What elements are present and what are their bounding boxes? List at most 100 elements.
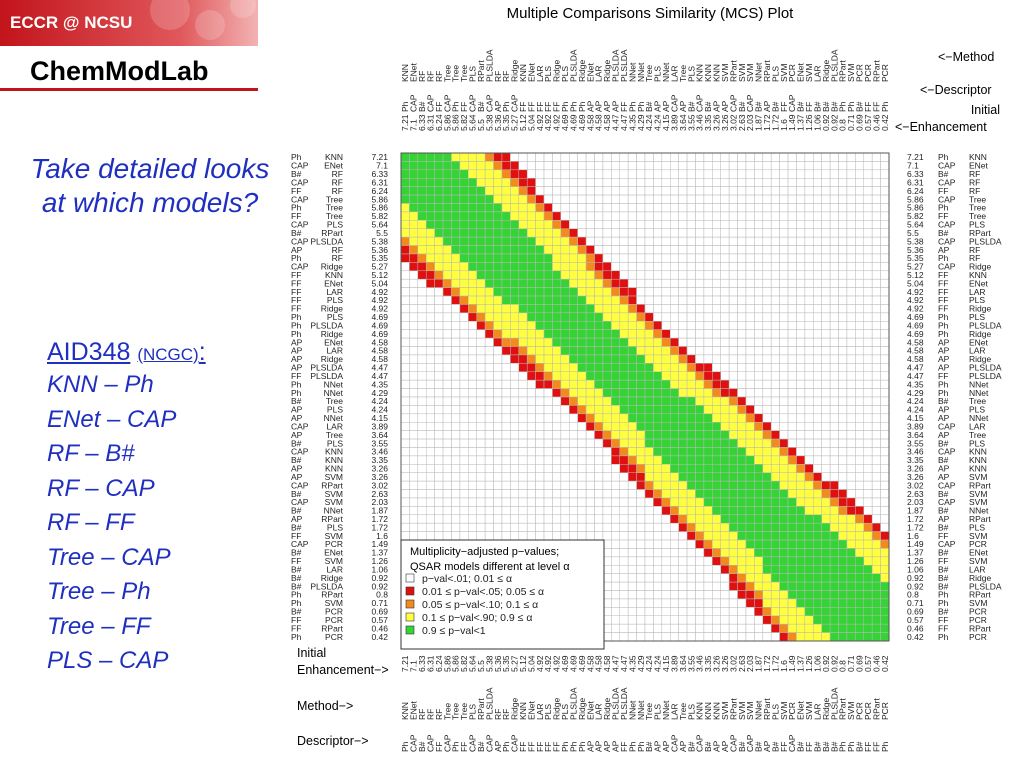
heatmap-cell	[880, 388, 890, 398]
heatmap-cell	[686, 455, 696, 465]
heatmap-cell	[417, 194, 427, 204]
heatmap-cell	[779, 573, 789, 583]
heatmap-cell	[737, 194, 747, 204]
bottom-enhancement-label: 4.69	[560, 655, 570, 672]
heatmap-cell	[636, 177, 646, 187]
heatmap-cell	[400, 245, 410, 255]
heatmap-cell	[451, 447, 461, 457]
heatmap-cell	[796, 304, 806, 314]
heatmap-cell	[686, 363, 696, 372]
heatmap-cell	[543, 447, 553, 457]
heatmap-cell	[552, 514, 562, 524]
heatmap-cell	[678, 539, 688, 549]
heatmap-cell	[476, 514, 486, 524]
heatmap-cell	[585, 236, 595, 246]
heatmap-cell	[855, 522, 865, 532]
heatmap-cell	[829, 590, 839, 600]
heatmap-cell	[678, 497, 688, 507]
heatmap-cell	[493, 354, 503, 364]
right-enhancement-label: 4.58	[907, 354, 924, 364]
heatmap-cell	[829, 455, 839, 465]
heatmap-cell	[880, 203, 890, 213]
heatmap-cell	[619, 371, 629, 381]
heatmap-cell	[644, 607, 654, 617]
heatmap-cell	[560, 186, 570, 196]
heatmap-cell	[526, 354, 536, 364]
heatmap-cell	[813, 581, 822, 591]
top-enhancement-label: 0.46	[871, 114, 881, 131]
heatmap-cell	[518, 497, 528, 507]
heatmap-cell	[459, 413, 469, 423]
heatmap-cell	[678, 489, 688, 499]
heatmap-cell	[535, 346, 545, 356]
heatmap-cell	[409, 245, 419, 255]
heatmap-cell	[484, 161, 494, 171]
heatmap-cell	[636, 253, 646, 263]
heatmap-cell	[863, 438, 873, 448]
heatmap-cell	[863, 161, 873, 171]
heatmap-cell	[745, 177, 755, 187]
heatmap-cell	[627, 253, 637, 263]
heatmap-cell	[737, 321, 747, 330]
legend-item-label: 0.05 ≤ p−val<.10; 0.1 ≤ α	[422, 599, 538, 611]
heatmap-cell	[855, 623, 865, 633]
heatmap-cell	[863, 489, 873, 499]
heatmap-cell	[653, 615, 663, 625]
heatmap-cell	[501, 421, 511, 431]
left-enhancement-label: 7.21	[371, 152, 388, 162]
heatmap-cell	[838, 447, 848, 457]
heatmap-cell	[484, 388, 494, 398]
heatmap-cell	[770, 253, 780, 263]
heatmap-cell	[417, 447, 427, 457]
heatmap-cell	[594, 152, 604, 162]
heatmap-cell	[762, 396, 772, 406]
heatmap-cell	[829, 169, 839, 179]
heatmap-cell	[695, 203, 705, 213]
heatmap-cell	[510, 194, 520, 204]
right-descriptor-label: Ph	[938, 632, 949, 642]
heatmap-cell	[653, 363, 663, 372]
heatmap-cell	[678, 548, 688, 558]
heatmap-cell	[552, 253, 562, 263]
heatmap-cell	[871, 295, 881, 305]
heatmap-cell	[409, 253, 419, 263]
heatmap-cell	[779, 447, 789, 457]
heatmap-cell	[627, 480, 637, 490]
heatmap-cell	[459, 421, 469, 431]
top-descriptor-label: Ph	[400, 101, 410, 112]
heatmap-cell	[695, 598, 705, 608]
heatmap-cell	[459, 371, 469, 381]
heatmap-cell	[602, 346, 612, 356]
heatmap-cell	[451, 396, 461, 406]
heatmap-cell	[838, 615, 848, 625]
heatmap-cell	[585, 447, 595, 457]
top-method-label: PCR	[787, 64, 797, 82]
right-enhancement-label: 4.69	[907, 312, 924, 322]
heatmap-cell	[838, 354, 848, 364]
heatmap-cell	[442, 152, 452, 162]
heatmap-cell	[813, 480, 822, 490]
heatmap-cell	[468, 363, 477, 372]
top-descriptor-label: Ph	[846, 101, 856, 112]
heatmap-cell	[796, 329, 806, 339]
heatmap-cell	[577, 194, 587, 204]
heatmap-cell	[594, 497, 604, 507]
heatmap-cell	[813, 447, 822, 457]
heatmap-cell	[459, 447, 469, 457]
bottom-descriptor-label: CAP	[787, 734, 797, 752]
heatmap-cell	[484, 379, 494, 389]
heatmap-cell	[476, 177, 486, 187]
heatmap-cell	[695, 565, 705, 574]
right-descriptor-label: AP	[938, 430, 950, 440]
heatmap-cell	[493, 270, 503, 280]
heatmap-cell	[863, 194, 873, 204]
heatmap-cell	[804, 430, 814, 440]
heatmap-cell	[459, 169, 469, 179]
heatmap-cell	[636, 598, 646, 608]
heatmap-cell	[611, 396, 621, 406]
heatmap-cell	[779, 590, 789, 600]
heatmap-cell	[493, 177, 503, 187]
right-descriptor-label: FF	[938, 531, 948, 541]
heatmap-cell	[493, 186, 503, 196]
top-enhancement-label: 5.27	[510, 114, 520, 131]
